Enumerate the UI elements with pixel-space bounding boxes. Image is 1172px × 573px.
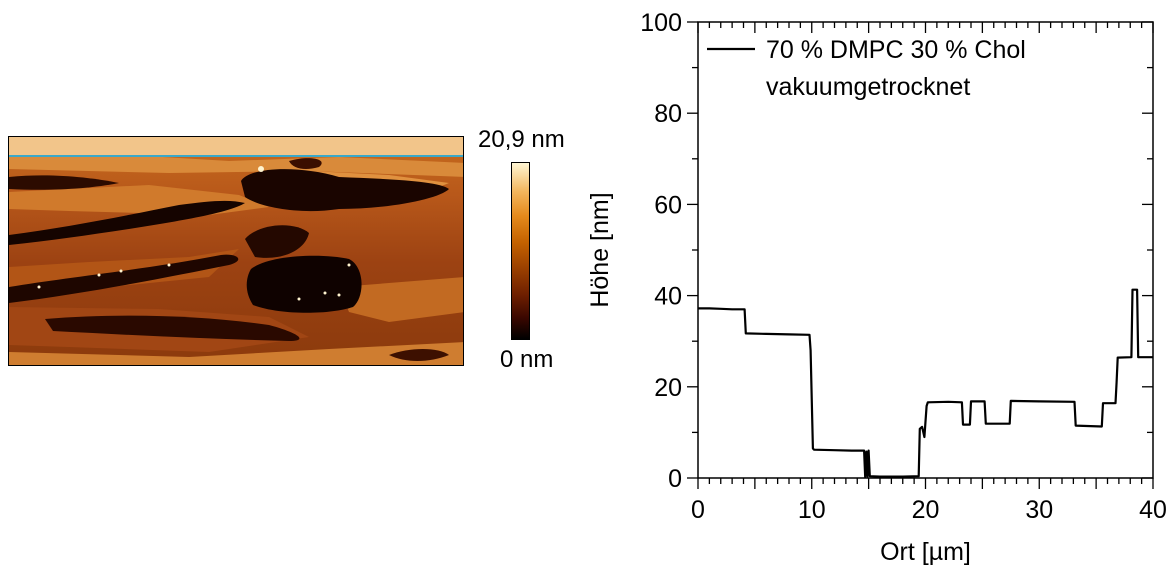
color-scale-min-label: 0 nm [500,346,554,373]
afm-particle [37,285,41,289]
afm-particle [258,166,264,172]
axis-ticks [687,21,1154,489]
y-tick-label: 40 [654,283,682,311]
afm-dark-domain [389,349,449,361]
afm-dark-domain [9,175,119,190]
afm-dark-domain [246,255,362,313]
y-tick-label: 100 [640,9,682,37]
color-scale-bar [511,162,530,340]
afm-particle [119,269,123,273]
y-tick-label: 20 [654,374,682,402]
afm-dark-domain [241,169,449,212]
series-line [698,288,1153,479]
height-profile-chart: 0 10 20 30 40 0 20 40 60 80 100 70 % DMPC 30 % Cho… [580,0,1172,568]
y-tick-label: 60 [654,191,682,219]
afm-dark-domain [9,254,239,303]
afm-particle [347,263,351,267]
x-tick-label: 40 [1139,496,1167,524]
afm-topography-graphic [9,137,463,365]
x-tick-label: 10 [798,496,826,524]
y-axis-label: Höhe [nm] [586,192,614,307]
x-tick-label: 30 [1025,496,1053,524]
x-tick-label: 20 [912,496,940,524]
afm-particle [297,297,301,301]
legend: 70 % DMPC 30 % Chol vakuumgetrocknet [707,36,1026,101]
afm-terrace [9,155,463,177]
afm-dark-domain [9,200,245,245]
legend-label-line1: 70 % DMPC 30 % Chol [766,36,1026,64]
afm-dark-domain [45,315,300,341]
afm-panel: 20,9 nm 0 nm [8,126,565,373]
afm-terrace [9,342,463,365]
x-axis-label: Ort [µm] [880,538,971,566]
afm-topography-image [8,136,464,366]
chart-svg: 0 10 20 30 40 0 20 40 60 80 100 70 % DMPC 30 % Cho… [586,9,1167,566]
color-scale-max-label: 20,9 nm [478,126,565,153]
tick-labels: 0 10 20 30 40 0 20 40 60 80 100 [640,9,1167,524]
afm-bright-strip [9,137,463,157]
afm-dark-domain [289,158,322,169]
afm-particle [167,263,171,267]
x-tick-label: 0 [691,496,705,524]
afm-dark-domain [245,225,309,258]
y-tick-label: 80 [654,100,682,128]
afm-particle [97,273,101,277]
afm-terrace [339,277,463,322]
afm-particle [323,291,327,295]
afm-terrace [9,249,239,287]
legend-label-line2: vakuumgetrocknet [766,73,970,101]
afm-particle [337,293,341,297]
y-tick-label: 0 [668,465,682,493]
